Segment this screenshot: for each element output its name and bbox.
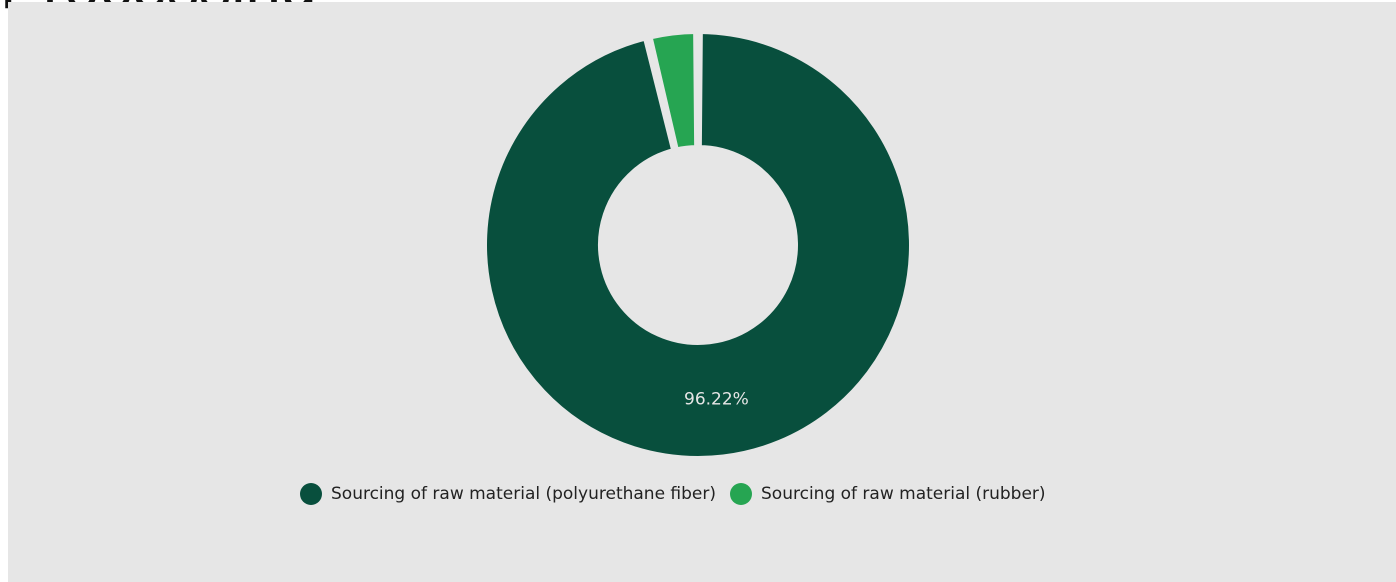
legend-label-rubber: Sourcing of raw material (rubber) — [761, 484, 1046, 504]
legend-item-polyurethane[interactable]: Sourcing of raw material (polyurethane f… — [300, 483, 716, 505]
donut-slice-polyurethane[interactable] — [481, 28, 915, 462]
donut-data-label: 96.22% — [684, 389, 749, 409]
legend-swatch-polyurethane — [300, 483, 322, 505]
donut-slice-rubber[interactable] — [646, 28, 701, 154]
legend-swatch-rubber — [730, 483, 753, 505]
chart-legend: Sourcing of raw material (polyurethane f… — [300, 483, 1060, 505]
legend-item-rubber[interactable]: Sourcing of raw material (rubber) — [730, 483, 1046, 505]
legend-label-polyurethane: Sourcing of raw material (polyurethane f… — [331, 484, 717, 504]
